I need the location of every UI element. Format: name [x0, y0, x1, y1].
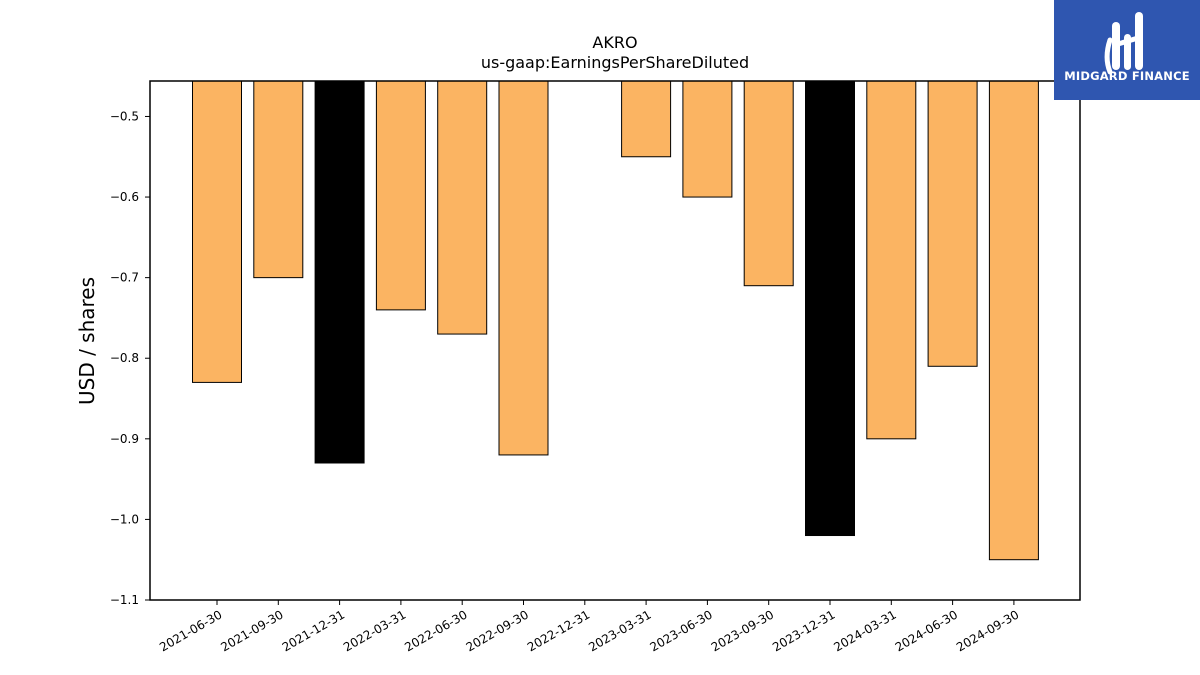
midgard-logo-icon	[1104, 12, 1143, 75]
bar-2023-03-31	[621, 80, 672, 158]
bar-2022-03-31	[375, 80, 426, 311]
y-tick-label: −0.5	[110, 109, 139, 123]
bars-group	[192, 80, 1039, 561]
x-tick-label: 2021-09-30	[218, 607, 285, 654]
bar-2023-09-30	[743, 80, 794, 287]
x-tick-label: 2021-12-31	[280, 607, 347, 654]
bar-2021-12-31	[314, 80, 365, 464]
x-tick-label: 2022-06-30	[402, 607, 469, 654]
y-axis: −0.5 −0.6 −0.7 −0.8 −0.9 −1.0 −1.1	[110, 109, 150, 607]
x-tick-label: 2024-03-31	[831, 607, 898, 654]
y-tick-label: −0.6	[110, 190, 139, 204]
x-tick-label: 2022-09-30	[464, 607, 531, 654]
bar-2022-09-30	[498, 80, 549, 456]
x-tick-label: 2024-06-30	[893, 607, 960, 654]
chart-subtitle: us-gaap:EarningsPerShareDiluted	[481, 53, 749, 72]
logo-text: MIDGARD FINANCE	[1064, 69, 1190, 83]
chart-title: AKRO	[592, 33, 637, 52]
y-tick-label: −1.0	[110, 512, 139, 526]
y-tick-label: −0.8	[110, 351, 139, 365]
x-tick-label: 2024-09-30	[954, 607, 1021, 654]
bar-2024-03-31	[866, 80, 917, 440]
x-axis: 2021-06-302021-09-302021-12-312022-03-31…	[157, 600, 1021, 654]
bar-2023-06-30	[682, 80, 733, 198]
x-tick-label: 2023-03-31	[586, 607, 653, 654]
x-tick-label: 2023-06-30	[647, 607, 714, 654]
y-tick-label: −0.7	[110, 271, 139, 285]
x-tick-label: 2021-06-30	[157, 607, 224, 654]
bar-2024-06-30	[927, 80, 978, 367]
plot-frame	[149, 80, 1081, 601]
y-axis-label: USD / shares	[75, 277, 99, 405]
y-tick-label: −0.9	[110, 432, 139, 446]
bar-2021-06-30	[192, 80, 242, 383]
midgard-finance-logo: MIDGARD FINANCE	[1054, 0, 1200, 100]
x-tick-label: 2023-12-31	[770, 607, 837, 654]
bar-2023-12-31	[805, 80, 855, 537]
y-tick-label: −1.1	[110, 593, 139, 607]
x-tick-label: 2023-09-30	[709, 607, 776, 654]
bar-2022-06-30	[437, 80, 488, 335]
bar-2021-09-30	[253, 80, 304, 279]
x-tick-label: 2022-12-31	[525, 607, 592, 654]
bar-2024-09-30	[988, 80, 1039, 561]
x-tick-label: 2022-03-31	[341, 607, 408, 654]
